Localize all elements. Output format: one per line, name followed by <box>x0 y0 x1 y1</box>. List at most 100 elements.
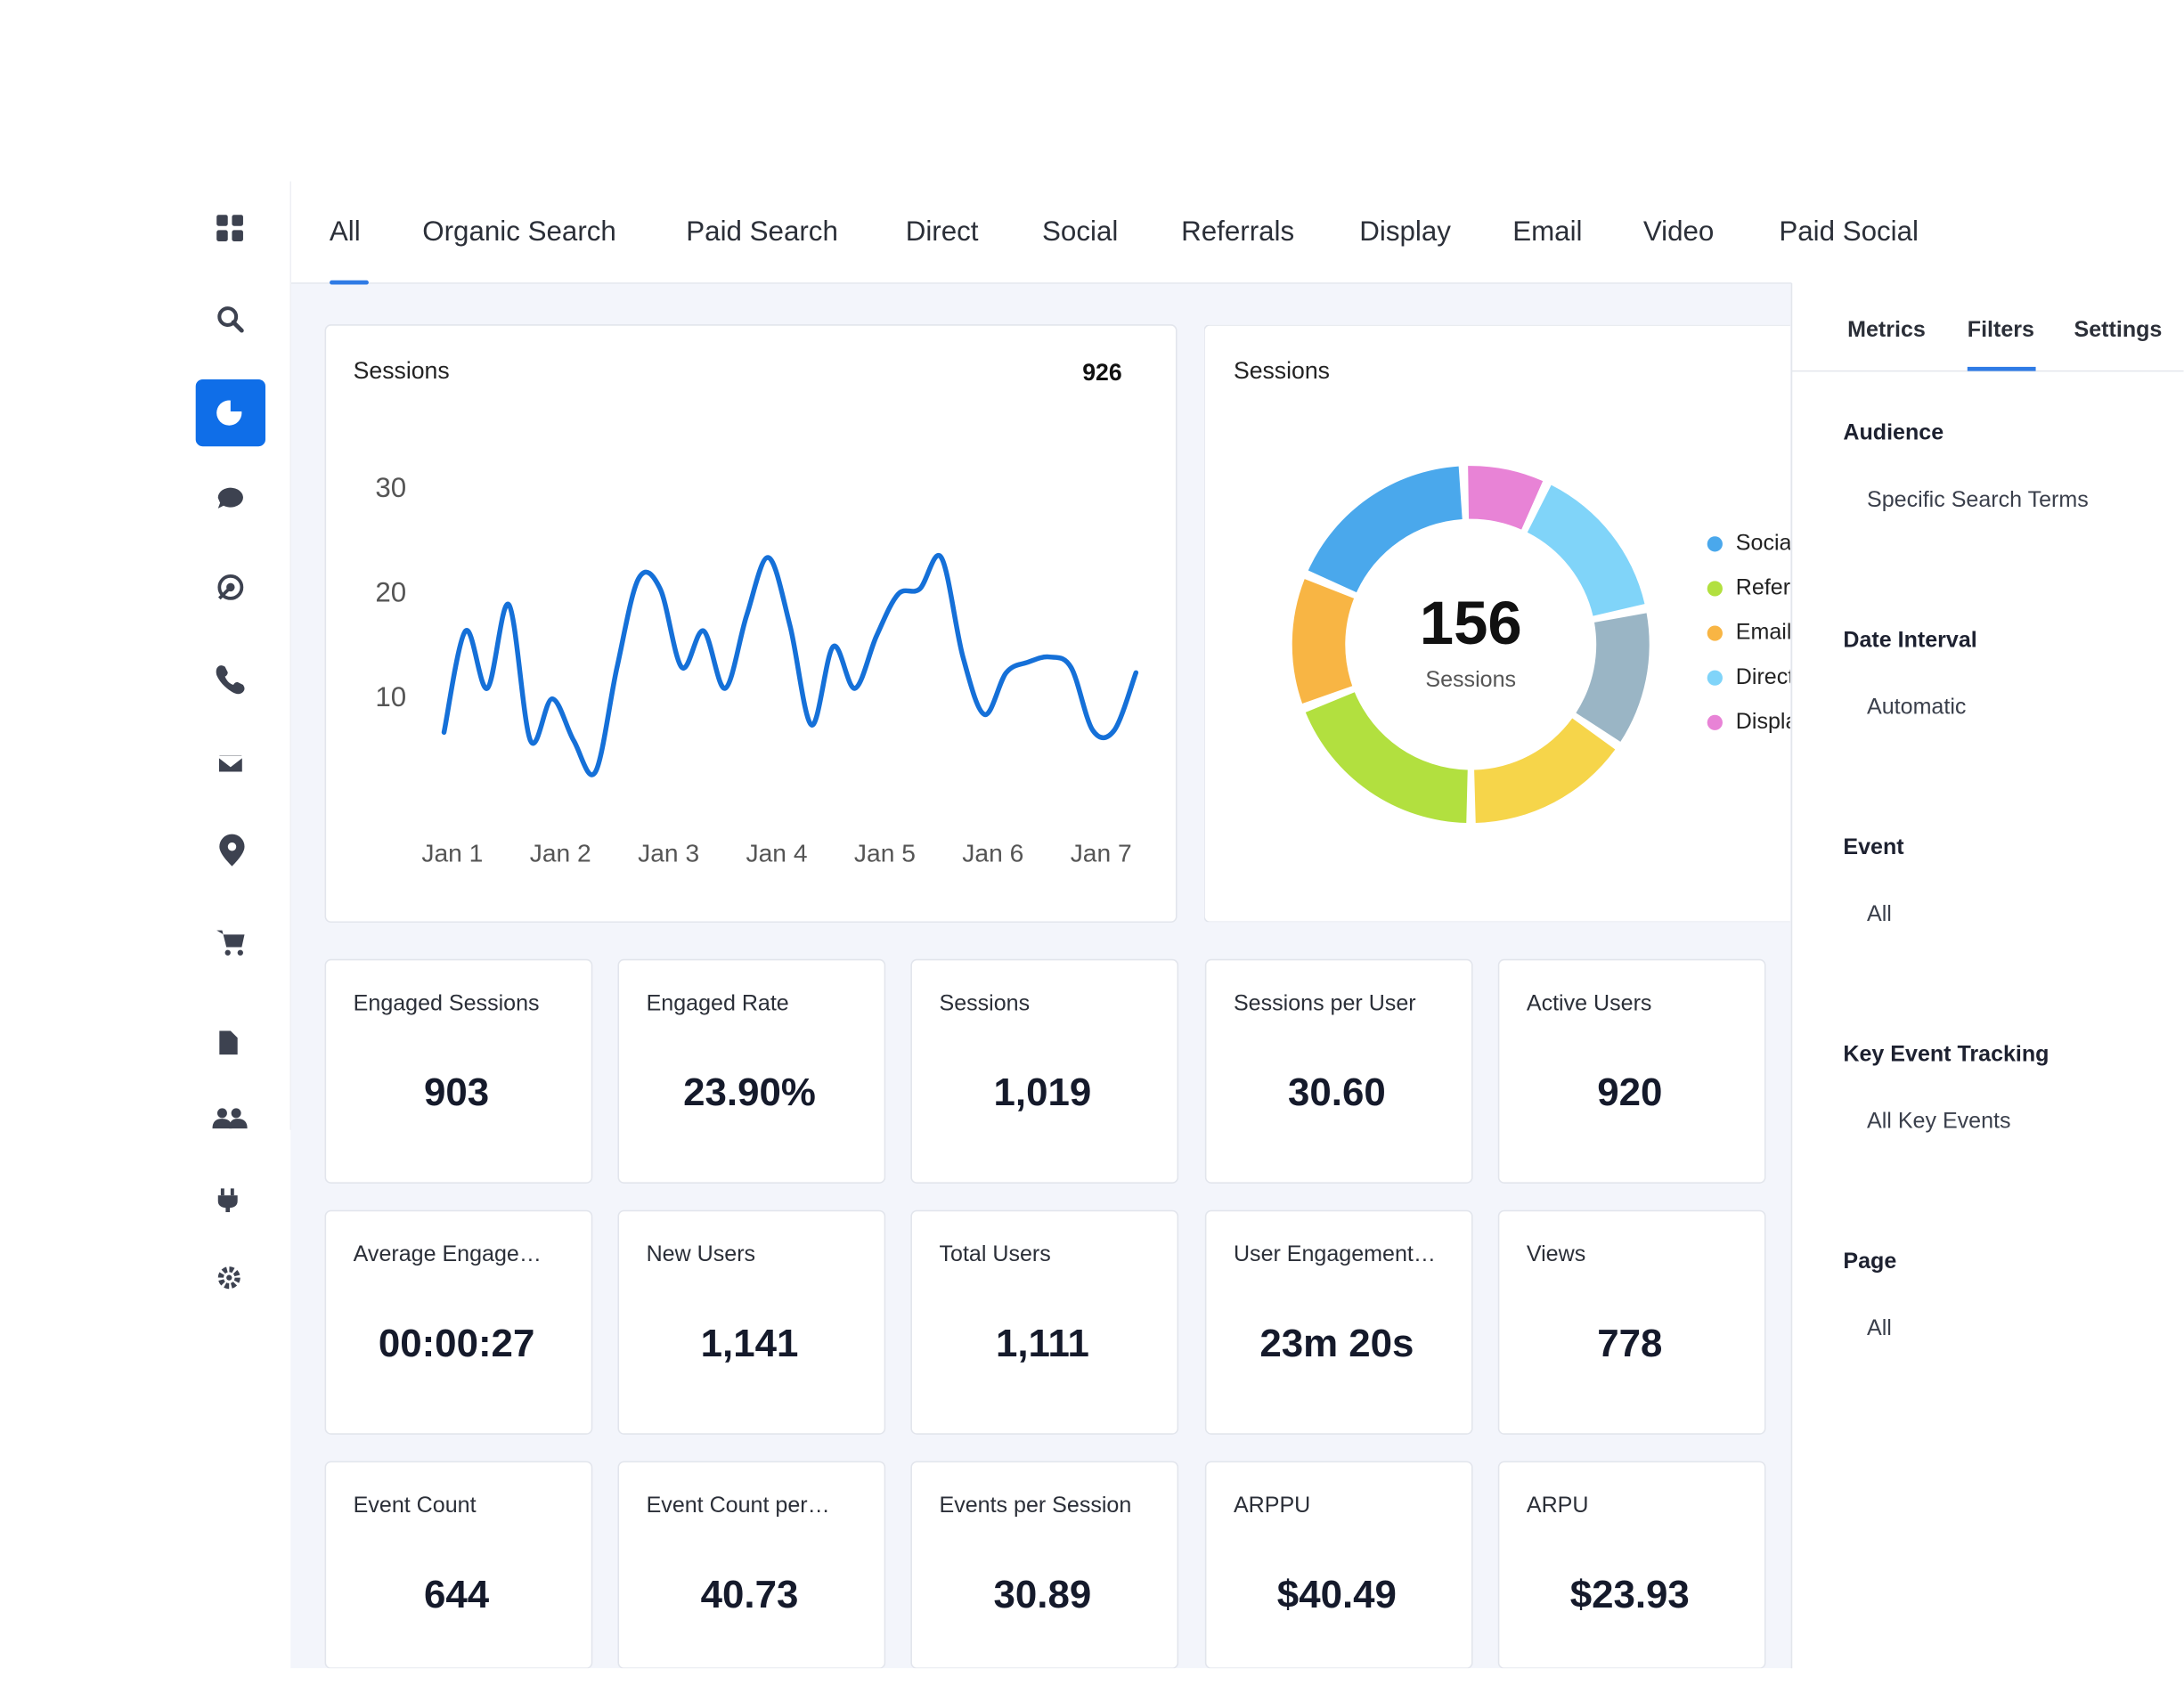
panel-tab[interactable]: Metrics <box>1847 317 1926 342</box>
legend-dot <box>1707 714 1723 730</box>
metric-value: 1,141 <box>701 1322 799 1365</box>
tab-bar <box>290 181 2184 283</box>
tab[interactable]: Direct <box>906 216 979 247</box>
filter-heading: Date Interval <box>1843 627 1976 652</box>
icon-target[interactable] <box>217 574 244 600</box>
donut-card: Sessions 156 Sessions Social Referrals Email D… <box>1204 324 1827 923</box>
tab[interactable]: Organic Search <box>422 216 616 247</box>
tab[interactable]: Paid Search <box>686 216 838 247</box>
x-tick-label: Jan 4 <box>746 839 808 867</box>
metric-label: Average Engage… <box>354 1241 542 1266</box>
x-tick-label: Jan 1 <box>421 839 483 867</box>
tab[interactable]: All <box>330 216 361 247</box>
donut-center-value: 156 <box>1420 589 1522 657</box>
legend-label: Social <box>1736 530 1797 555</box>
icon-phone[interactable] <box>216 665 245 695</box>
metric-card <box>617 958 886 1184</box>
metric-card <box>1204 1209 1473 1435</box>
donut-segment <box>1308 466 1463 593</box>
panel-active-tab-indicator <box>1967 366 2036 371</box>
panel-tab[interactable]: Settings <box>2074 317 2163 342</box>
metric-card <box>1497 1209 1766 1435</box>
y-tick-label: 10 <box>375 681 406 712</box>
metric-label: ARPU <box>1527 1493 1589 1518</box>
x-tick-label: Jan 3 <box>638 839 699 867</box>
filter-value[interactable]: All <box>1867 901 1892 926</box>
legend-label: Referrals <box>1736 575 1827 600</box>
filter-value[interactable]: All <box>1867 1315 1892 1340</box>
metric-value: 1,111 <box>996 1322 1089 1365</box>
metric-label: Sessions per User <box>1234 990 1416 1015</box>
active-tab-indicator <box>330 280 369 285</box>
icon-cart[interactable] <box>216 930 245 956</box>
metric-label: Event Count <box>354 1493 477 1518</box>
metric-card <box>617 1209 886 1435</box>
x-tick-label: Jan 2 <box>530 839 591 867</box>
filter-value[interactable]: Automatic <box>1867 694 1966 719</box>
y-tick-label: 30 <box>375 472 406 503</box>
line-series <box>441 552 1139 777</box>
metric-value: 40.73 <box>701 1573 799 1616</box>
icon-search[interactable] <box>217 306 244 333</box>
filter-heading: Page <box>1843 1249 1896 1274</box>
donut-segment <box>1576 613 1650 742</box>
metric-value: 30.89 <box>994 1573 1092 1616</box>
metric-card <box>910 1209 1179 1435</box>
filter-heading: Event <box>1843 834 1904 859</box>
bottom-cover <box>290 1668 2184 1685</box>
metric-value: 920 <box>1597 1070 1662 1114</box>
metric-value: 1,019 <box>994 1070 1092 1114</box>
x-tick-label: Jan 7 <box>1071 839 1132 867</box>
metric-label: ARPPU <box>1234 1493 1310 1518</box>
legend-label: Email <box>1736 620 1792 645</box>
legend-dot <box>1707 581 1723 597</box>
metric-value: $40.49 <box>1277 1573 1397 1616</box>
icon-dashboard[interactable] <box>216 215 243 241</box>
tab[interactable]: Display <box>1359 216 1451 247</box>
donut-segment <box>1292 579 1355 704</box>
icon-document[interactable] <box>219 1030 238 1055</box>
legend-dot <box>1707 670 1723 686</box>
icon-integrations[interactable] <box>217 1188 238 1213</box>
tab[interactable]: Video <box>1643 216 1715 247</box>
filter-heading: Audience <box>1843 420 1944 445</box>
icon-location[interactable] <box>219 834 245 867</box>
metric-label: Total Users <box>939 1241 1050 1266</box>
metric-card <box>324 958 593 1184</box>
sidebar <box>195 215 266 1290</box>
donut-center-label: Sessions <box>1425 667 1516 692</box>
tab[interactable]: Social <box>1042 216 1118 247</box>
metric-card <box>324 1209 593 1435</box>
donut-segment <box>1527 484 1645 616</box>
card-title: Sessions <box>354 357 450 384</box>
tab[interactable]: Referrals <box>1181 216 1294 247</box>
y-tick-label: 20 <box>375 576 406 607</box>
tab[interactable]: Email <box>1512 216 1582 247</box>
panel-tab[interactable]: Filters <box>1968 317 2034 342</box>
tabs[interactable]: All Organic Search Paid Search Direct Social… <box>330 216 1919 247</box>
donut-segment <box>1474 718 1616 823</box>
metric-label: Sessions <box>939 990 1030 1015</box>
metric-label: Events per Session <box>939 1493 1131 1518</box>
icon-mail[interactable] <box>216 753 245 774</box>
filter-value[interactable]: Specific Search Terms <box>1867 487 2089 512</box>
metric-label: User Engagement… <box>1234 1241 1436 1266</box>
card-title: Sessions <box>1234 357 1330 384</box>
donut-segment <box>1468 466 1544 530</box>
filter-value[interactable]: All Key Events <box>1867 1109 2010 1134</box>
metric-value: 778 <box>1597 1322 1662 1365</box>
x-tick-label: Jan 6 <box>962 839 1023 867</box>
tab[interactable]: Paid Social <box>1779 216 1919 247</box>
metric-value: 30.60 <box>1288 1070 1386 1114</box>
metric-card <box>1497 958 1766 1184</box>
icon-chat[interactable] <box>217 487 243 509</box>
donut-segment <box>1305 692 1468 824</box>
icon-users[interactable] <box>212 1108 248 1129</box>
icon-settings[interactable] <box>217 1266 240 1290</box>
icon-reports <box>216 400 242 426</box>
filter-heading: Key Event Tracking <box>1843 1041 2049 1066</box>
metric-value: 903 <box>424 1070 489 1114</box>
metric-label: Engaged Sessions <box>354 990 540 1015</box>
metric-value: $23.93 <box>1570 1573 1690 1616</box>
